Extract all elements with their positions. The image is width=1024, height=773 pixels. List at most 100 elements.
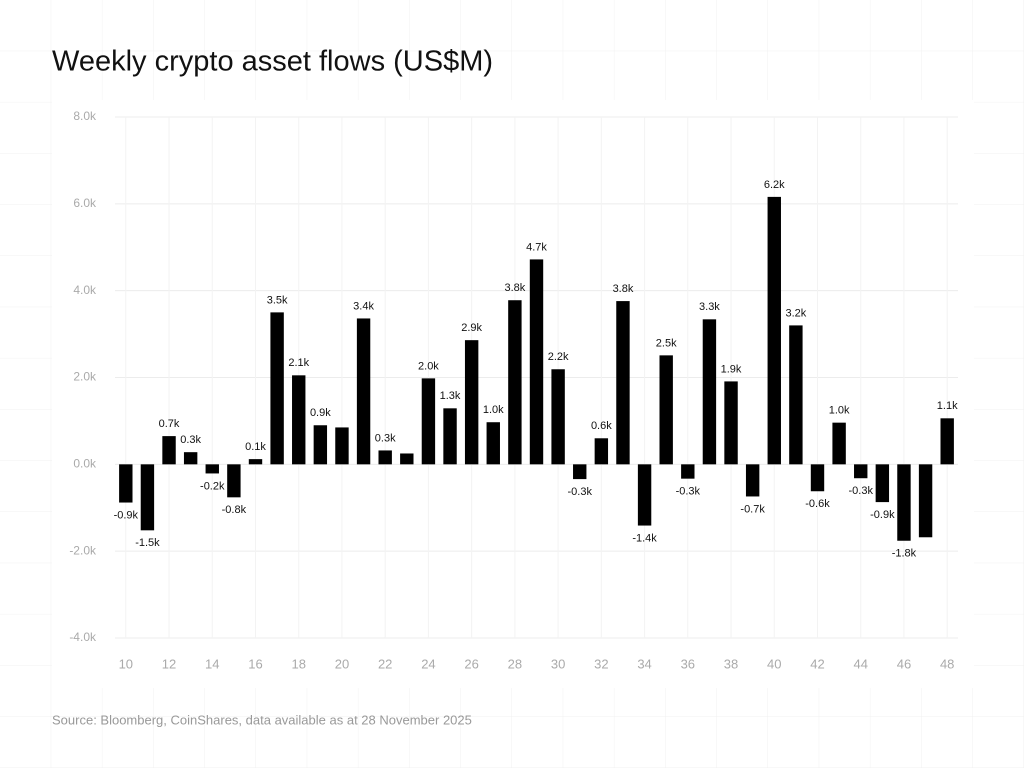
bar — [637, 464, 652, 526]
value-label: -0.3k — [567, 486, 592, 498]
value-label: 2.2k — [548, 351, 569, 363]
bar — [443, 408, 457, 465]
bar — [183, 452, 198, 465]
bar — [594, 438, 609, 465]
x-tick-label: 10 — [119, 656, 133, 671]
bar — [897, 464, 911, 541]
value-label: 3.8k — [504, 282, 525, 294]
value-label: 6.2k — [764, 179, 785, 191]
bar — [702, 319, 717, 465]
bar — [789, 325, 803, 465]
x-tick-label: 44 — [853, 656, 867, 671]
bar — [119, 464, 133, 503]
x-tick-label: 34 — [637, 656, 651, 671]
value-label: -1.8k — [892, 548, 917, 560]
x-tick-label: 22 — [378, 656, 392, 671]
x-tick-label: 12 — [162, 656, 176, 671]
value-label: 2.1k — [288, 357, 309, 369]
x-tick-label: 30 — [551, 656, 565, 671]
bar — [832, 422, 846, 465]
x-tick-label: 20 — [335, 656, 349, 671]
bar — [940, 418, 954, 465]
value-label: -0.3k — [848, 485, 873, 497]
value-label: 0.3k — [375, 432, 396, 444]
bar — [313, 425, 328, 465]
bar — [724, 381, 738, 465]
bar — [292, 375, 306, 465]
x-tick-label: 38 — [724, 656, 738, 671]
value-label: -0.3k — [676, 486, 701, 498]
value-label: 0.1k — [245, 441, 266, 453]
value-label: 1.3k — [440, 390, 461, 402]
chart-title: Weekly crypto asset flows (US$M) — [52, 46, 493, 78]
bar — [875, 464, 890, 503]
x-tick-label: 36 — [681, 656, 695, 671]
value-label: 0.9k — [310, 407, 331, 419]
bar — [205, 464, 219, 474]
x-tick-label: 26 — [464, 656, 478, 671]
value-label: 1.0k — [483, 404, 504, 416]
y-tick-label: 0.0k — [73, 457, 97, 471]
x-tick-label: 24 — [421, 656, 435, 671]
bar — [810, 464, 825, 492]
value-label: 2.0k — [418, 360, 439, 372]
x-tick-label: 42 — [810, 656, 824, 671]
y-tick-label: 6.0k — [73, 196, 97, 210]
bar — [356, 318, 371, 465]
x-tick-label: 14 — [205, 656, 219, 671]
value-label: -1.4k — [632, 532, 657, 544]
x-tick-label: 16 — [248, 656, 262, 671]
x-tick-label: 46 — [897, 656, 911, 671]
y-tick-label: 8.0k — [73, 109, 97, 123]
bar — [140, 464, 155, 531]
x-tick-label: 28 — [508, 656, 522, 671]
bar — [464, 340, 479, 465]
bar — [421, 378, 436, 465]
bar — [335, 427, 349, 465]
y-tick-label: -4.0k — [69, 630, 97, 644]
bar — [918, 464, 933, 538]
bar — [745, 464, 760, 497]
y-tick-label: 2.0k — [73, 370, 97, 384]
value-label: 0.7k — [159, 418, 180, 430]
value-label: -0.9k — [114, 509, 139, 521]
bar — [529, 259, 544, 465]
value-label: -0.8k — [222, 504, 247, 516]
bar — [378, 450, 392, 465]
bar — [573, 464, 587, 480]
value-label: 4.7k — [526, 241, 547, 253]
bar — [486, 422, 500, 465]
value-label: 3.4k — [353, 300, 374, 312]
value-label: 2.5k — [656, 337, 677, 349]
x-tick-label: 48 — [940, 656, 954, 671]
bar — [508, 300, 522, 465]
y-tick-label: -2.0k — [69, 543, 97, 557]
value-label: 3.8k — [613, 283, 634, 295]
value-label: -0.9k — [870, 509, 895, 521]
x-tick-label: 40 — [767, 656, 781, 671]
bar — [270, 312, 284, 465]
bar — [551, 369, 565, 465]
y-tick-label: 4.0k — [73, 283, 97, 297]
bar — [854, 464, 868, 479]
value-label: 3.2k — [785, 307, 806, 319]
bar — [767, 196, 781, 465]
value-label: -1.5k — [135, 537, 160, 549]
value-label: 0.6k — [591, 420, 612, 432]
value-label: 1.0k — [829, 405, 850, 417]
x-tick-label: 18 — [291, 656, 305, 671]
value-label: 3.5k — [267, 294, 288, 306]
bar — [681, 464, 695, 479]
value-label: -0.6k — [805, 498, 830, 510]
bar — [616, 301, 630, 465]
value-label: 1.1k — [937, 400, 958, 412]
bar — [400, 453, 414, 465]
value-label: -0.2k — [200, 480, 225, 492]
value-label: 1.9k — [721, 363, 742, 375]
value-label: 2.9k — [461, 322, 482, 334]
value-label: 3.3k — [699, 301, 720, 313]
value-label: 0.3k — [180, 434, 201, 446]
value-label: -0.7k — [740, 503, 765, 515]
bar — [162, 436, 176, 465]
